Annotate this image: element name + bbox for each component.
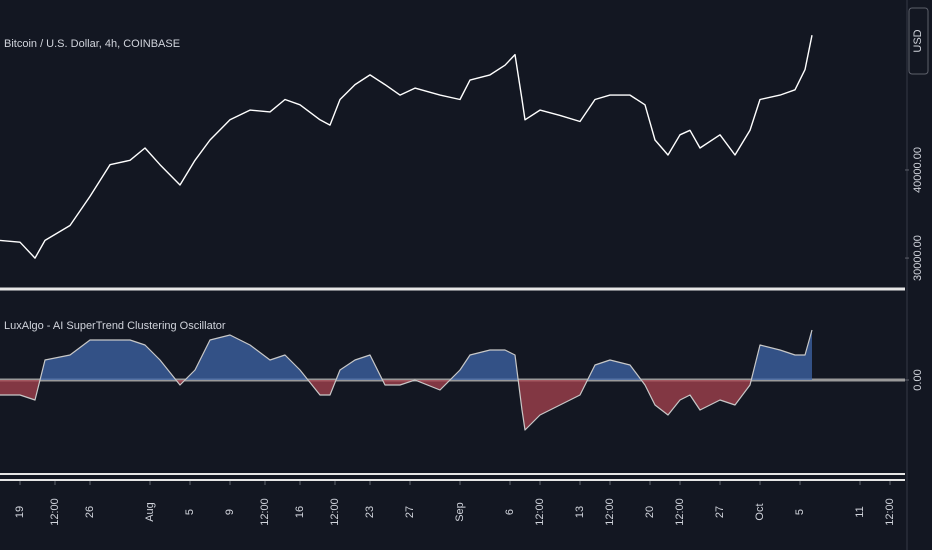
x-tick-label: Oct	[754, 503, 766, 520]
x-tick-label: 12:00	[49, 498, 61, 526]
symbol-title: Bitcoin / U.S. Dollar, 4h, COINBASE	[4, 38, 180, 50]
oscillator-area-negative	[0, 380, 812, 430]
y-tick-label: 0.00	[912, 369, 924, 390]
price-line	[0, 35, 813, 259]
x-tick-label: 12:00	[259, 498, 271, 526]
x-tick-label: 19	[14, 506, 26, 518]
x-tick-label: 12:00	[674, 498, 686, 526]
x-tick-label: 12:00	[604, 498, 616, 526]
y-tick-label: 30000.00	[912, 235, 924, 281]
x-tick-label: 26	[84, 506, 96, 518]
x-tick-label: Aug	[144, 502, 156, 522]
x-tick-label: 9	[224, 509, 236, 515]
x-tick-label: 13	[574, 506, 586, 518]
x-tick-label: 5	[184, 509, 196, 515]
oscillator-area-positive	[0, 330, 812, 380]
currency-box	[908, 7, 929, 75]
oscillator-line	[0, 329, 813, 431]
x-tick-label: 27	[714, 506, 726, 518]
x-tick-label: 12:00	[329, 498, 341, 526]
currency-label: USD	[912, 29, 924, 52]
x-tick-label: 27	[404, 506, 416, 518]
x-tick-label: 12:00	[884, 498, 896, 526]
x-tick-label: 5	[794, 509, 806, 515]
x-tick-label: 11	[854, 506, 866, 517]
x-tick-label: 12:00	[534, 498, 546, 526]
x-tick-label: Sep	[454, 502, 466, 522]
x-tick-label: 23	[364, 506, 376, 518]
indicator-title: LuxAlgo - AI SuperTrend Clustering Oscil…	[4, 320, 226, 332]
y-tick-label: 40000.00	[912, 147, 924, 193]
x-tick-label: 16	[294, 506, 306, 518]
x-tick-label: 20	[644, 506, 656, 518]
x-tick-label: 6	[504, 509, 516, 515]
